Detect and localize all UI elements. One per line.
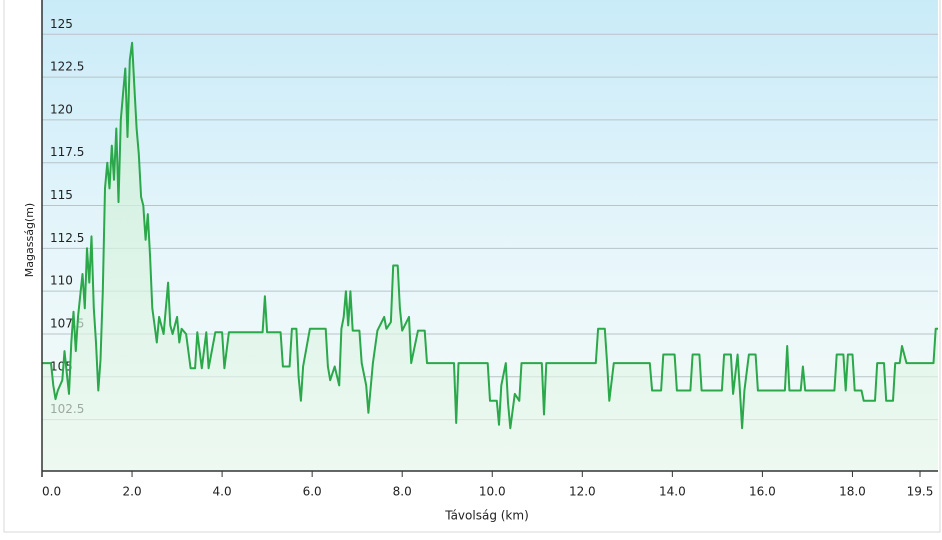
x-tick-label: 10.0 <box>479 485 506 499</box>
x-tick-label: 16.0 <box>749 485 776 499</box>
x-tick-label: 8.0 <box>393 485 412 499</box>
x-tick-label: 14.0 <box>659 485 686 499</box>
y-tick-label: 107.5 <box>50 316 84 330</box>
x-tick-label: 0.0 <box>42 485 61 499</box>
x-tick-label: 19.5 <box>907 485 934 499</box>
y-tick-label: 120 <box>50 102 73 116</box>
y-axis-title: Magasság(m) <box>23 203 36 277</box>
x-tick-label: 6.0 <box>303 485 322 499</box>
y-tick-label: 115 <box>50 188 73 202</box>
x-tick-label: 4.0 <box>213 485 232 499</box>
x-tick-label: 2.0 <box>123 485 142 499</box>
y-tick-label: 125 <box>50 17 73 31</box>
y-tick-label: 112.5 <box>50 231 84 245</box>
x-tick-label: 18.0 <box>839 485 866 499</box>
elevation-line <box>42 41 938 430</box>
y-tick-label: 117.5 <box>50 145 84 159</box>
x-axis-title: Távolság (km) <box>444 509 529 523</box>
x-tick-label: 12.0 <box>569 485 596 499</box>
area <box>42 42 938 472</box>
y-tick-label: 110 <box>50 274 73 288</box>
y-tick-label: 122.5 <box>50 60 84 74</box>
